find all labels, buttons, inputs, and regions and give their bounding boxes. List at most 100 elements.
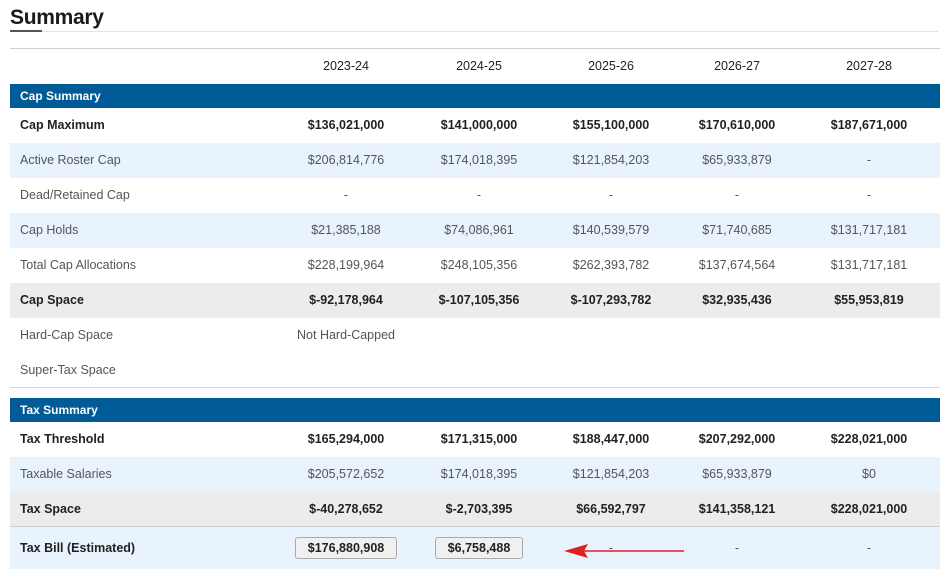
row-label: Tax Threshold xyxy=(20,432,105,446)
table-row: Cap Maximum $136,021,000 $141,000,000 $1… xyxy=(10,107,940,143)
table-cell: $-92,178,964 xyxy=(309,293,383,307)
table-cell: $170,610,000 xyxy=(698,118,776,132)
column-header: 2024-25 xyxy=(456,59,502,74)
table-cell: $205,572,652 xyxy=(307,467,385,481)
arrow-head xyxy=(564,544,588,558)
table-row: Total Cap Allocations $228,199,964 $248,… xyxy=(10,247,940,283)
row-label: Dead/Retained Cap xyxy=(20,188,130,202)
section-header-cap: Cap Summary xyxy=(10,83,940,108)
table-cell: $176,880,908 xyxy=(280,527,412,569)
row-label: Hard-Cap Space xyxy=(20,328,114,342)
column-header: 2025-26 xyxy=(588,59,634,74)
table-cell: $66,592,797 xyxy=(576,501,646,516)
table-cell: $228,021,000 xyxy=(830,432,908,446)
table-cell: $171,315,000 xyxy=(440,432,518,446)
table-cell: $165,294,000 xyxy=(307,432,385,446)
table-cell xyxy=(798,353,940,388)
table-cell: $21,385,188 xyxy=(311,223,381,237)
row-label: Cap Holds xyxy=(20,223,79,237)
table-cell: $140,539,579 xyxy=(572,223,650,237)
table-cell: $-2,703,395 xyxy=(445,501,513,516)
table-cell: - xyxy=(476,188,482,202)
table-cell: - xyxy=(343,188,349,202)
table-row: Active Roster Cap $206,814,776 $174,018,… xyxy=(10,142,940,178)
table-cell: - xyxy=(608,188,614,202)
section-gap xyxy=(10,387,940,398)
table-cell: - xyxy=(734,188,740,202)
table-cell: $65,933,879 xyxy=(702,467,772,481)
tax-bill-value-box: $6,758,488 xyxy=(434,536,524,559)
table-cell xyxy=(676,353,798,388)
table-cell xyxy=(546,318,676,353)
table-cell xyxy=(798,318,940,353)
table-cell: - xyxy=(608,540,614,555)
row-label: Taxable Salaries xyxy=(20,467,112,481)
table-cell xyxy=(546,353,676,388)
table-cell: $174,018,395 xyxy=(440,467,518,481)
table-cell: $55,953,819 xyxy=(834,293,904,307)
table-row: Tax Space $-40,278,652 $-2,703,395 $66,5… xyxy=(10,491,940,527)
table-row: Dead/Retained Cap - - - - - xyxy=(10,177,940,213)
table-cell: $228,199,964 xyxy=(307,258,385,272)
table-cell: $65,933,879 xyxy=(702,153,772,167)
table-cell xyxy=(412,353,546,388)
table-cell: $136,021,000 xyxy=(307,118,385,132)
table-cell: $141,358,121 xyxy=(698,501,776,516)
table-cell: $-40,278,652 xyxy=(309,501,383,516)
row-label: Cap Maximum xyxy=(20,118,105,132)
row-label: Total Cap Allocations xyxy=(20,258,137,272)
table-row: Cap Holds $21,385,188 $74,086,961 $140,5… xyxy=(10,212,940,248)
table-row: Cap Space $-92,178,964 $-107,105,356 $-1… xyxy=(10,282,940,318)
table-row: Super-Tax Space xyxy=(10,352,940,388)
table-cell xyxy=(676,318,798,353)
table-cell: $71,740,685 xyxy=(702,223,772,237)
table-cell: $188,447,000 xyxy=(572,432,650,446)
header-label-cell xyxy=(10,49,280,84)
table-row: Tax Threshold $165,294,000 $171,315,000 … xyxy=(10,421,940,457)
table-row: Taxable Salaries $205,572,652 $174,018,3… xyxy=(10,456,940,492)
column-header: 2026-27 xyxy=(714,59,760,74)
table-cell: $207,292,000 xyxy=(698,432,776,446)
table-cell: $228,021,000 xyxy=(830,501,908,516)
table-cell: $121,854,203 xyxy=(572,467,650,481)
section-title: Tax Summary xyxy=(20,402,98,417)
title-divider xyxy=(10,31,938,32)
table-row-tax-bill: Tax Bill (Estimated) $176,880,908 $6,758… xyxy=(10,526,940,569)
column-header: 2027-28 xyxy=(846,59,892,74)
row-label: Tax Space xyxy=(20,501,81,516)
table-cell: $206,814,776 xyxy=(307,153,385,167)
red-arrow-annotation-icon xyxy=(564,544,684,558)
table-cell: - xyxy=(866,188,872,202)
table-cell: $262,393,782 xyxy=(572,258,650,272)
table-cell xyxy=(280,353,412,388)
table-cell: $155,100,000 xyxy=(572,118,650,132)
table-cell: $121,854,203 xyxy=(572,153,650,167)
section-title: Cap Summary xyxy=(20,88,101,103)
row-label: Cap Space xyxy=(20,293,84,307)
section-divider xyxy=(10,387,940,398)
table-cell: $0 xyxy=(862,467,876,481)
row-label: Tax Bill (Estimated) xyxy=(20,540,136,555)
table-cell: - xyxy=(866,540,872,555)
summary-table: 2023-24 2024-25 2025-26 2026-27 2027-28 … xyxy=(10,48,940,569)
title-accent-bar xyxy=(10,30,42,32)
table-cell: $131,717,181 xyxy=(830,258,908,272)
section-header-tax: Tax Summary xyxy=(10,397,940,422)
table-cell: $187,671,000 xyxy=(830,118,908,132)
tax-bill-value-box: $176,880,908 xyxy=(294,536,398,559)
table-cell: $137,674,564 xyxy=(698,258,776,272)
table-cell: $248,105,356 xyxy=(440,258,518,272)
table-cell: $74,086,961 xyxy=(444,223,514,237)
row-label: Active Roster Cap xyxy=(20,153,121,167)
table-cell: $131,717,181 xyxy=(830,223,908,237)
column-header: 2023-24 xyxy=(323,59,369,74)
table-cell: - xyxy=(866,153,872,167)
table-row: Hard-Cap Space Not Hard-Capped xyxy=(10,317,940,353)
table-cell: $-107,105,356 xyxy=(438,293,520,307)
table-cell: Not Hard-Capped xyxy=(297,328,395,342)
table-cell: - xyxy=(734,540,740,555)
table-cell: $-107,293,782 xyxy=(570,293,652,307)
table-cell: $174,018,395 xyxy=(440,153,518,167)
table-cell: $6,758,488 xyxy=(412,527,546,569)
row-label: Super-Tax Space xyxy=(20,362,116,377)
